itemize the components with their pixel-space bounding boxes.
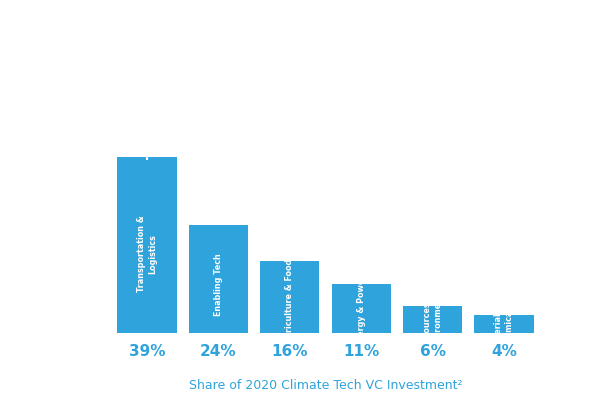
Bar — [403, 306, 462, 333]
Bar — [332, 284, 391, 333]
Bar — [118, 157, 177, 333]
Text: Share of 2020 Climate Tech VC Investment²: Share of 2020 Climate Tech VC Investment… — [189, 379, 462, 392]
Text: Materials &
Chemicals: Materials & Chemicals — [494, 299, 514, 351]
Text: Anthropogenic Climate Change: Anthropogenic Climate Change — [180, 21, 471, 39]
Text: 4%: 4% — [491, 344, 517, 359]
Text: Tech-Driven Adaptation and Mitigation: Tech-Driven Adaptation and Mitigation — [174, 115, 477, 129]
Text: 16%: 16% — [272, 344, 308, 359]
Bar — [260, 261, 319, 333]
Text: Climate Tech Solutions: Climate Tech Solutions — [19, 145, 32, 296]
Bar — [474, 315, 533, 333]
Text: Problem: Problem — [19, 21, 32, 86]
Text: Resources &
Environment: Resources & Environment — [423, 293, 442, 350]
Bar — [189, 225, 248, 333]
Text: Energy & Power: Energy & Power — [356, 275, 365, 347]
Text: 6%: 6% — [419, 344, 446, 359]
Text: Agriculture & Food: Agriculture & Food — [286, 258, 295, 343]
Text: Enabling Tech: Enabling Tech — [214, 253, 223, 316]
Text: 24%: 24% — [200, 344, 237, 359]
Text: Transportation &
Logistics: Transportation & Logistics — [137, 216, 157, 293]
Text: 11%: 11% — [343, 344, 379, 359]
Text: 39%: 39% — [129, 344, 166, 359]
